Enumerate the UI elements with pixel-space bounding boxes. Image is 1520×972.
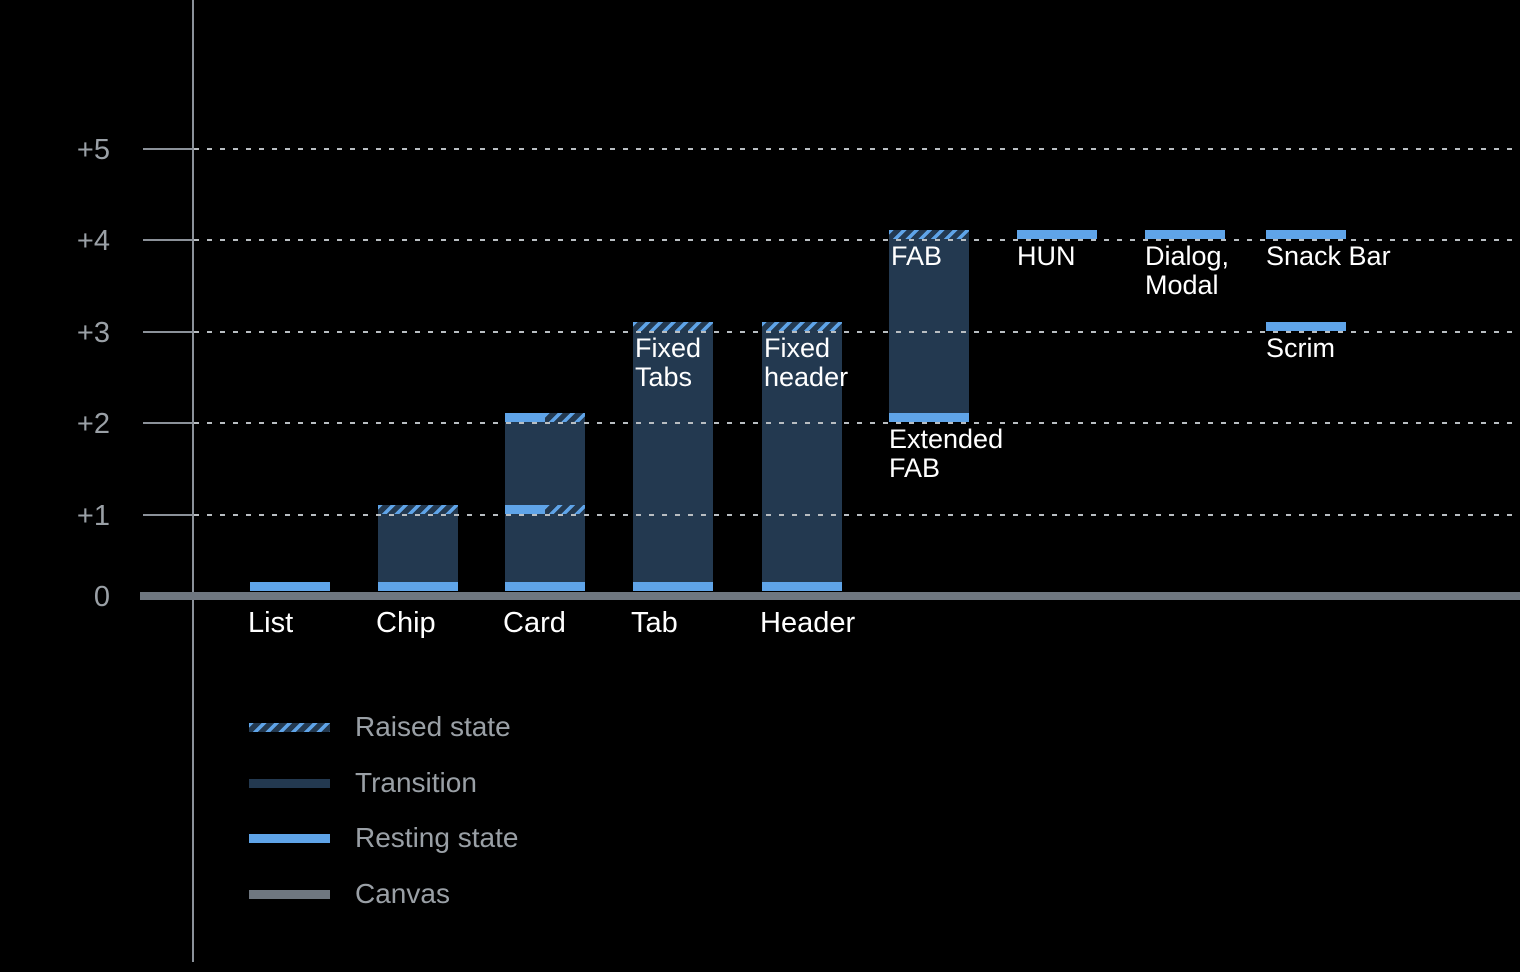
y-tick-label-4: +4 [76, 225, 110, 257]
legend-item-resting: Resting state [249, 820, 518, 856]
gridline-3 [194, 331, 1520, 333]
bar-scrim-resting-3 [1266, 322, 1346, 331]
bar-chip-raised-1 [378, 505, 458, 514]
bar-tab-resting-0 [633, 582, 713, 591]
canvas-baseline [140, 592, 1520, 600]
y-tick-label-5: +5 [76, 134, 110, 166]
bar-chip-transition [378, 505, 458, 591]
bar-card-raised-2 [545, 413, 585, 422]
legend-swatch-canvas [249, 889, 330, 899]
label-line: Dialog, [1145, 241, 1230, 271]
legend-swatch-resting [249, 833, 330, 843]
bar-header-raised-3 [762, 322, 842, 331]
bar-fab-resting-2 [889, 413, 969, 422]
legend-label-resting: Resting state [355, 822, 519, 853]
x-label-tab: Tab [631, 607, 678, 639]
bar-card-transition [505, 413, 585, 591]
bar-tab-transition [633, 322, 713, 591]
y-tick-4 [143, 239, 192, 241]
bar-card-resting-1 [505, 505, 545, 514]
y-tick-5 [143, 148, 192, 150]
bar-header-resting-0 [762, 582, 842, 591]
bar-fab-inner-label: FAB [891, 242, 942, 271]
label-line: header [764, 362, 849, 392]
bar-tab-raised-3 [633, 322, 713, 331]
bar-dialog-modal-resting-4 [1145, 230, 1225, 239]
legend-item-transition: Transition [249, 765, 477, 801]
label-line: Fixed [635, 333, 702, 363]
x-label-header: Header [760, 607, 856, 639]
y-tick-label-0: 0 [93, 581, 110, 613]
x-label-card: Card [503, 607, 566, 639]
y-axis-line [192, 0, 194, 962]
label-line: Modal [1145, 270, 1219, 300]
bar-fab-label: Extended FAB [889, 425, 1003, 483]
bar-snack-bar-label: Snack Bar [1266, 242, 1391, 271]
x-label-chip: Chip [376, 607, 436, 639]
label-line: HUN [1017, 241, 1076, 271]
bar-header-inner-label: Fixed header [764, 334, 848, 392]
bar-scrim-label: Scrim [1266, 334, 1335, 363]
bar-tab-inner-label: Fixed Tabs [635, 334, 701, 392]
label-line: Fixed [764, 333, 831, 363]
bar-header-transition [762, 322, 842, 591]
label-line: FAB [891, 241, 943, 271]
bar-fab-raised-4 [889, 230, 969, 239]
bar-list-resting-0 [250, 582, 330, 591]
label-line: FAB [889, 453, 941, 483]
gridline-4 [194, 239, 1520, 241]
label-line: Tabs [635, 362, 693, 392]
label-line: Extended [889, 424, 1004, 454]
legend-label-raised: Raised state [355, 711, 511, 742]
x-label-list: List [248, 607, 294, 639]
legend-swatch-raised [249, 722, 330, 732]
y-tick-label-1: +1 [76, 500, 110, 532]
legend-item-canvas: Canvas [249, 876, 450, 912]
gridline-2 [194, 422, 1520, 424]
y-tick-label-3: +3 [76, 317, 110, 349]
gridline-1 [194, 514, 1520, 516]
legend-label-canvas: Canvas [355, 878, 450, 909]
bar-hun-label: HUN [1017, 242, 1076, 271]
legend-swatch-transition [249, 778, 330, 788]
bar-fab-transition [889, 230, 969, 422]
legend-label-transition: Transition [355, 767, 477, 798]
bar-chip-resting-0 [378, 582, 458, 591]
bar-card-raised-1 [545, 505, 585, 514]
bar-dialog-modal-label: Dialog, Modal [1145, 242, 1229, 300]
label-line: Snack Bar [1266, 241, 1391, 271]
label-line: Scrim [1266, 333, 1335, 363]
legend-item-raised: Raised state [249, 709, 511, 745]
y-tick-1 [143, 514, 192, 516]
y-tick-label-2: +2 [76, 408, 110, 440]
gridline-5 [194, 148, 1520, 150]
bar-snack-bar-resting-4 [1266, 230, 1346, 239]
y-tick-2 [143, 422, 192, 424]
bar-hun-resting-4 [1017, 230, 1097, 239]
bar-card-resting-0 [505, 582, 585, 591]
y-tick-3 [143, 331, 192, 333]
bar-card-resting-2 [505, 413, 545, 422]
